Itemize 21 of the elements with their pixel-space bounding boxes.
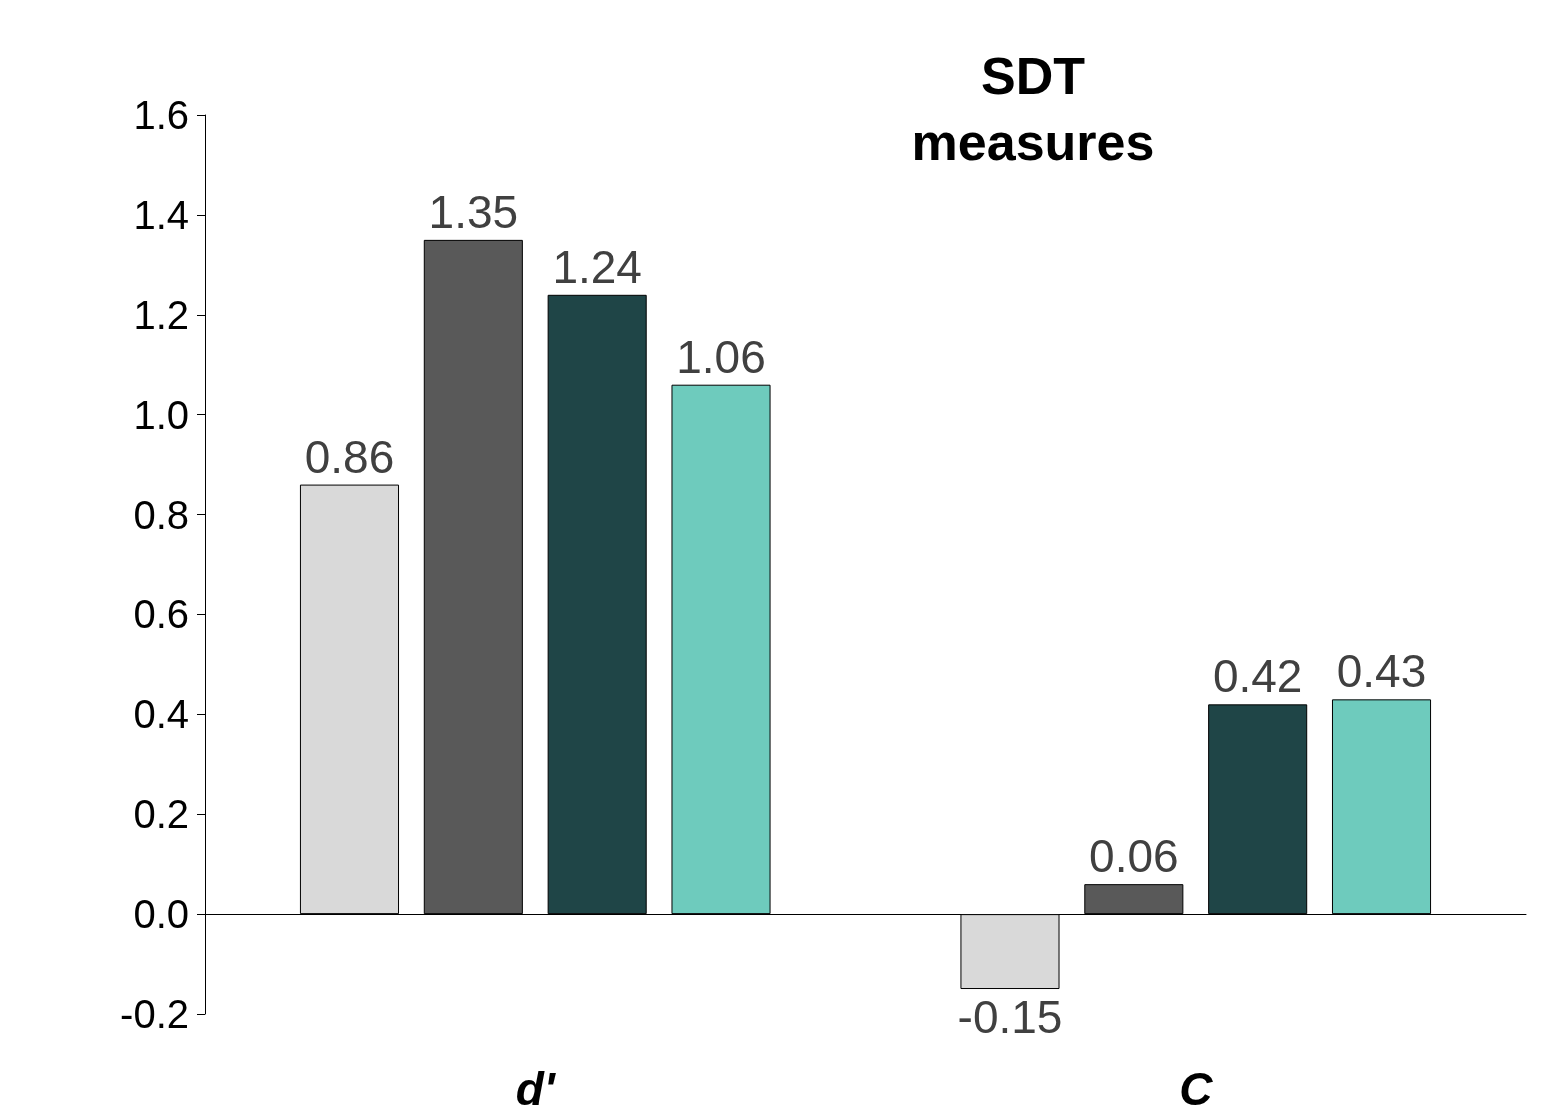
data-label: 1.35 <box>428 185 519 238</box>
x-tick-label: d' <box>515 1063 557 1115</box>
data-label: 1.06 <box>676 330 766 383</box>
data-label: 1.24 <box>552 240 642 293</box>
y-tick-label: 1.0 <box>133 392 189 437</box>
y-tick-label: 0.0 <box>133 892 189 937</box>
y-tick-label: 1.4 <box>133 192 189 237</box>
x-tick-label: C <box>1179 1063 1214 1115</box>
data-label: 0.43 <box>1336 645 1427 698</box>
data-label: 0.06 <box>1089 830 1179 883</box>
data-label: -0.15 <box>957 991 1063 1044</box>
y-tick-label: 0.2 <box>133 792 189 837</box>
data-label: 0.86 <box>304 430 395 483</box>
data-label: 0.42 <box>1212 650 1303 703</box>
y-tick-label: 1.2 <box>133 292 189 337</box>
y-tick-label: -0.2 <box>120 992 189 1036</box>
y-tick-label: 0.8 <box>133 492 189 537</box>
y-tick-label: 0.4 <box>133 692 189 737</box>
y-tick-label: 0.6 <box>133 592 189 637</box>
chart-title: SDT measures <box>911 47 1155 171</box>
y-tick-label: 1.6 <box>133 93 189 137</box>
